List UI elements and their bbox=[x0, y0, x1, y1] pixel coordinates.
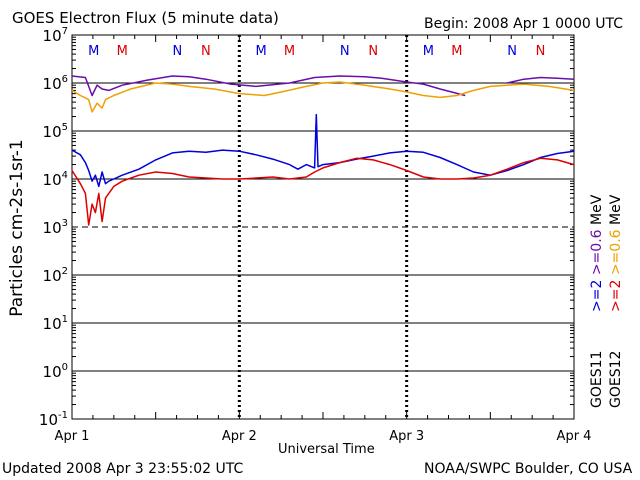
chart-series bbox=[71, 75, 575, 226]
y-tick-label: 102 bbox=[43, 266, 68, 285]
local-time-marker: M bbox=[284, 44, 295, 59]
y-tick-label: 105 bbox=[43, 122, 68, 141]
x-tick-label: Apr 4 bbox=[557, 429, 592, 444]
y-tick-label: 103 bbox=[43, 218, 68, 237]
series-line bbox=[71, 157, 575, 226]
x-axis-label: Universal Time bbox=[278, 442, 375, 457]
local-time-marker: N bbox=[536, 44, 546, 59]
local-time-marker: N bbox=[368, 44, 378, 59]
source-credit: NOAA/SWPC Boulder, CO USA bbox=[424, 461, 633, 477]
local-time-marker: N bbox=[340, 44, 350, 59]
y-tick-label: 107 bbox=[43, 26, 68, 45]
legend-goes11: GOES11 bbox=[589, 351, 605, 408]
y-tick-label: 101 bbox=[43, 314, 68, 333]
series-line bbox=[71, 75, 575, 97]
chart-labels: 10-1 100 101 102 103 104 105 106 107 Apr 1 Apr 2 Ap… bbox=[7, 26, 624, 444]
local-time-marker: M bbox=[451, 44, 462, 59]
local-time-marker: M bbox=[117, 44, 128, 59]
local-time-marker: M bbox=[255, 44, 266, 59]
local-time-marker: N bbox=[201, 44, 211, 59]
local-time-marker: M bbox=[423, 44, 434, 59]
x-tick-label: Apr 3 bbox=[389, 429, 424, 444]
local-time-marker: N bbox=[507, 44, 517, 59]
series-line bbox=[71, 113, 575, 188]
local-time-marker: M bbox=[88, 44, 99, 59]
begin-time: Begin: 2008 Apr 1 0000 UTC bbox=[424, 16, 623, 32]
y-tick-label: 104 bbox=[43, 170, 68, 189]
y-tick-label: 100 bbox=[43, 362, 68, 381]
updated-timestamp: Updated 2008 Apr 3 23:55:02 UTC bbox=[2, 461, 244, 477]
chart-grid bbox=[71, 34, 575, 420]
x-tick-label: Apr 2 bbox=[222, 429, 257, 444]
y-tick-label: 10-1 bbox=[39, 410, 68, 429]
legend-goes12-channels: >=2 >=0.6 MeV bbox=[608, 194, 624, 312]
x-tick-label: Apr 1 bbox=[55, 429, 90, 444]
legend-goes11-channels: >=2 >=0.6 MeV bbox=[589, 194, 605, 312]
legend-goes12: GOES12 bbox=[608, 351, 624, 408]
local-time-marker: N bbox=[173, 44, 183, 59]
y-tick-label: 106 bbox=[43, 74, 68, 93]
y-axis-label: Particles cm-2s-1sr-1 bbox=[7, 139, 27, 316]
chart-title: GOES Electron Flux (5 minute data) bbox=[12, 9, 279, 27]
series-line bbox=[71, 81, 575, 113]
